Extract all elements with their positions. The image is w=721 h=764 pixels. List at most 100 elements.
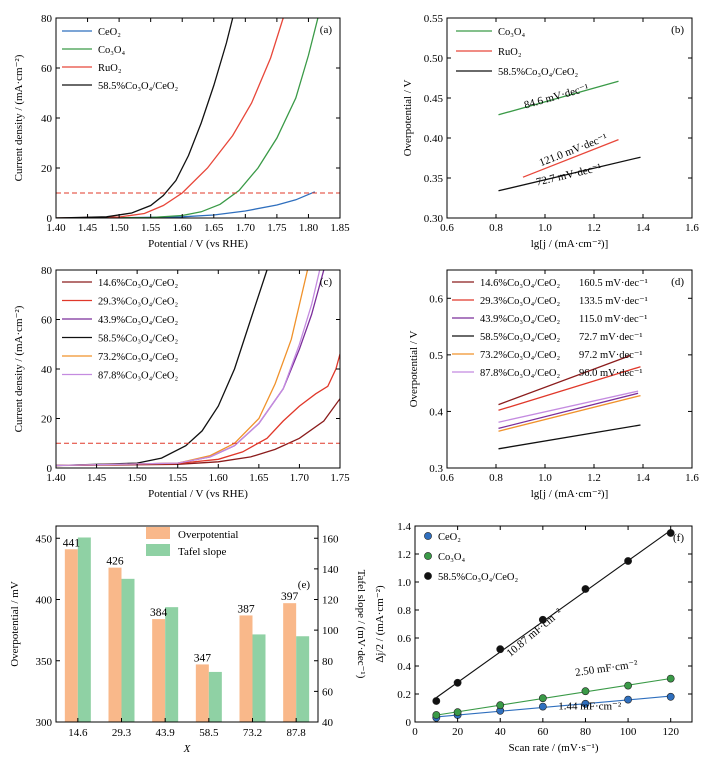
- panel-a-xtick-label: 1.70: [236, 222, 256, 234]
- panel-b-label: (b): [671, 24, 684, 36]
- panel-b-ytick-label: 0.50: [424, 53, 444, 65]
- panel-f-xtick-label: 40: [495, 726, 507, 738]
- panel-b-legend-label: RuO₂: [498, 47, 522, 58]
- panel-e-xtick-label: 73.2: [243, 727, 262, 739]
- panel-a-xtick-label: 1.40: [46, 222, 66, 234]
- panel-f-ytick-label: 1.2: [397, 549, 411, 561]
- panel-d-legend-label: 87.8%Co₃O₄/CeO₂: [480, 368, 560, 379]
- panel-d-series-0: [498, 354, 632, 406]
- panel-e-bar-overpotential: [239, 615, 253, 722]
- panel-b-series-2: [498, 156, 641, 192]
- panel-e-bar-overpotential: [64, 549, 78, 722]
- panel-e-legend-swatch: [146, 527, 170, 539]
- panel-f-point: [581, 699, 590, 708]
- panel-a-ytick-label: 40: [41, 113, 53, 125]
- panel-b-ytick-label: 0.55: [424, 13, 444, 25]
- panel-d-slope-label: 115.0 mV·dec⁻¹: [579, 314, 647, 325]
- panel-b-series-0: [498, 80, 619, 116]
- panel-f-ytick-label: 0.8: [397, 605, 411, 617]
- panel-c-ytick-label: 60: [41, 315, 53, 327]
- panel-c-series-2: [56, 270, 325, 467]
- panel-a-ylabel: Current density / (mA·cm⁻²): [13, 54, 25, 181]
- panel-f-legend-label: CeO₂: [438, 532, 461, 543]
- panel-a-label: (a): [320, 24, 333, 36]
- panel-f-point: [538, 702, 547, 711]
- panel-a-xlabel: Potential / V (vs RHE): [148, 238, 248, 250]
- panel-f-xtick-label: 120: [662, 726, 679, 738]
- panel-d-series-1: [498, 366, 641, 411]
- panel-f-xtick-label: 100: [620, 726, 637, 738]
- panel-e-bar-overpotential: [108, 567, 122, 722]
- panel-c-ytick-label: 20: [41, 414, 53, 426]
- panel-b-ytick-label: 0.40: [424, 133, 444, 145]
- panel-f-label: (f): [673, 532, 684, 544]
- panel-d-xtick-label: 1.6: [685, 472, 699, 484]
- panel-c-series-0: [56, 398, 340, 467]
- panel-a-ytick-label: 0: [47, 213, 53, 225]
- panel-e-y2tick-label: 140: [322, 564, 339, 576]
- panel-a-legend-label: Co₃O₄: [98, 45, 125, 56]
- panel-f-point: [496, 701, 505, 710]
- panel-e-y2tick-label: 120: [322, 595, 339, 607]
- panel-e-xtick-label: 87.8: [287, 727, 307, 739]
- panel-c-xtick-label: 1.40: [46, 472, 66, 484]
- panel-e-data-label: 397: [281, 591, 299, 603]
- panel-d-slope-label: 160.5 mV·dec⁻¹: [579, 278, 648, 289]
- panel-c-series-5: [56, 270, 321, 467]
- panel-b-xtick-label: 1.6: [685, 222, 699, 234]
- panel-b-ytick-label: 0.30: [424, 213, 444, 225]
- panel-f-legend-marker: [424, 532, 432, 540]
- panel-f-point: [666, 692, 675, 701]
- panel-a-xtick-label: 1.75: [267, 222, 287, 234]
- panel-f-point: [496, 645, 505, 654]
- panel-e-bar-tafel: [296, 636, 310, 722]
- panel-c-xtick-label: 1.60: [209, 472, 229, 484]
- panel-e-data-label: 426: [106, 556, 124, 568]
- panel-c-xlabel: Potential / V (vs RHE): [148, 488, 248, 500]
- panel-f-xtick-label: 60: [537, 726, 549, 738]
- panel-d-xtick-label: 1.0: [538, 472, 552, 484]
- panel-d-slope-label: 72.7 mV·dec⁻¹: [579, 332, 643, 343]
- panel-a-legend-label: RuO₂: [98, 63, 122, 74]
- panel-c-xtick-label: 1.65: [249, 472, 269, 484]
- panel-d-xtick-label: 1.2: [587, 472, 601, 484]
- panel-e-legend-swatch: [146, 544, 170, 556]
- panel-a-xtick-label: 1.85: [330, 222, 350, 234]
- panel-e-legend-label: Overpotential: [178, 529, 238, 541]
- panel-d-series-3: [498, 424, 641, 450]
- panel-e-y2tick-label: 100: [322, 625, 339, 637]
- panel-a-ytick-label: 80: [41, 13, 53, 25]
- panel-e-y2tick-label: 80: [322, 656, 334, 668]
- panel-e-bar-tafel: [121, 578, 135, 722]
- panel-c-ytick-label: 80: [41, 265, 53, 277]
- panel-c-series-3: [56, 270, 268, 467]
- panel-a-xtick-label: 1.65: [204, 222, 224, 234]
- panel-d-xlabel: lg[j / (mA·cm⁻²)]: [531, 488, 609, 500]
- panel-a-xtick-label: 1.55: [141, 222, 161, 234]
- panel-e-frame: [55, 525, 319, 723]
- panel-f-point: [624, 695, 632, 704]
- panel-f-point: [432, 711, 441, 719]
- panel-d-label: (d): [671, 276, 684, 288]
- panel-e-bar-tafel: [77, 537, 91, 722]
- panel-b-ytick-label: 0.45: [424, 93, 444, 105]
- panel-f-legend-marker: [424, 552, 432, 560]
- panel-d-legend-label: 73.2%Co₃O₄/CeO₂: [480, 350, 560, 361]
- panel-d-frame: [446, 269, 693, 469]
- panel-b-xtick-label: 1.0: [538, 222, 552, 234]
- panel-c-xtick-label: 1.70: [290, 472, 310, 484]
- panel-f-legend-label: Co₃O₄: [438, 552, 465, 563]
- panel-e-bar-tafel: [165, 607, 179, 722]
- panel-b-xtick-label: 1.4: [636, 222, 650, 234]
- panel-f-fit-line-0: [436, 695, 671, 718]
- panel-e-y2tick-label: 160: [322, 533, 339, 545]
- panel-e-data-label: 384: [150, 607, 168, 619]
- panel-e-data-label: 387: [237, 603, 255, 615]
- panel-e-bar-tafel: [208, 671, 222, 722]
- panel-e-xtick-label: 29.3: [112, 727, 132, 739]
- panel-e-xtick-label: 58.5: [199, 727, 219, 739]
- panel-e-xtick-label: 14.6: [68, 727, 88, 739]
- panel-c-ytick-label: 40: [41, 364, 53, 376]
- panel-c-legend-label: 14.6%Co₃O₄/CeO₂: [98, 278, 178, 289]
